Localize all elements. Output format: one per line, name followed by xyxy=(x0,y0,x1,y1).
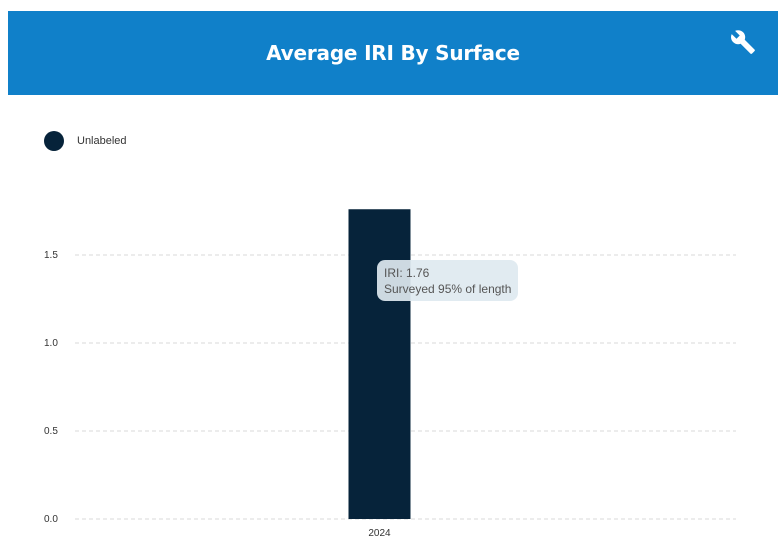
y-tick-label: 1.5 xyxy=(44,250,58,261)
y-tick-label: 0.5 xyxy=(44,426,58,437)
chart-header: Average IRI By Surface xyxy=(8,11,778,95)
tooltip-value-line: IRI: 1.76 xyxy=(384,266,430,280)
legend-item-unlabeled[interactable]: Unlabeled xyxy=(44,131,127,151)
chart-title: Average IRI By Surface xyxy=(266,41,520,65)
legend-swatch xyxy=(44,131,64,151)
legend-label: Unlabeled xyxy=(77,135,127,147)
x-tick-label: 2024 xyxy=(368,528,391,539)
wrench-icon xyxy=(731,30,755,54)
y-tick-label: 0.0 xyxy=(44,514,58,525)
bar-tooltip: IRI: 1.76 Surveyed 95% of length xyxy=(377,260,519,301)
y-tick-label: 1.0 xyxy=(44,338,58,349)
tooltip-coverage-line: Surveyed 95% of length xyxy=(384,282,512,296)
bar-2024[interactable] xyxy=(348,209,411,520)
settings-button[interactable] xyxy=(730,29,756,55)
